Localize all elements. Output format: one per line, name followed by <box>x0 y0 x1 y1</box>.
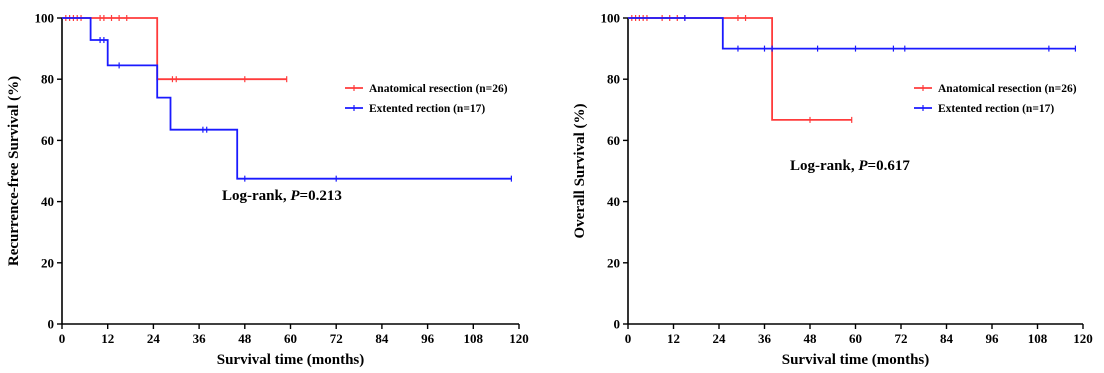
x-tick-label: 96 <box>986 331 1000 346</box>
x-tick-label: 48 <box>804 331 818 346</box>
log-rank-annotation: Log-rank, P=0.617 <box>790 158 910 174</box>
y-tick-label: 40 <box>41 194 54 209</box>
annotation-prefix: Log-rank, <box>790 158 858 174</box>
annotation-p-value: =0.617 <box>868 158 911 174</box>
annotation-p-symbol: P <box>290 188 300 204</box>
y-tick-label: 0 <box>614 317 621 332</box>
x-tick-label: 96 <box>421 331 435 346</box>
x-tick-label: 36 <box>758 331 772 346</box>
legend-label: Extented rection (n=17) <box>938 103 1054 115</box>
x-tick-label: 108 <box>464 331 484 346</box>
y-tick-label: 40 <box>607 194 620 209</box>
x-tick-label: 48 <box>238 331 252 346</box>
x-tick-label: 24 <box>713 331 727 346</box>
x-axis-title: Survival time (months) <box>217 352 365 368</box>
survival-curve-extended <box>62 17 512 180</box>
annotation-p-symbol: P <box>858 158 868 174</box>
survival-curve-anatomical <box>628 17 852 121</box>
x-tick-label: 24 <box>147 331 161 346</box>
x-axis-title: Survival time (months) <box>782 352 930 368</box>
y-tick-label: 20 <box>607 255 620 270</box>
y-axis-title: Recurrence-free Survival (%) <box>6 76 22 266</box>
y-tick-label: 80 <box>41 72 54 87</box>
y-axis-title: Overall Survival (%) <box>572 104 588 239</box>
x-tick-label: 84 <box>940 331 954 346</box>
y-tick-label: 60 <box>607 133 620 148</box>
x-tick-label: 60 <box>849 331 862 346</box>
survival-curve-extended <box>628 17 1076 50</box>
x-tick-label: 36 <box>193 331 207 346</box>
legend-label: Anatomical resection (n=26) <box>938 83 1077 95</box>
x-tick-label: 72 <box>895 331 908 346</box>
legend-label: Anatomical resection (n=26) <box>369 83 508 95</box>
recurrence-free-survival-chart: 0 20 40 60 80 100 0 12 24 36 48 60 72 84 96 108 120 Survi… <box>6 11 529 369</box>
log-rank-annotation: Log-rank, P=0.213 <box>222 188 342 204</box>
x-tick-label: 72 <box>330 331 343 346</box>
annotation-p-value: =0.213 <box>300 188 342 204</box>
y-tick-label: 100 <box>601 11 621 26</box>
legend-label: Extented rection (n=17) <box>369 103 485 115</box>
x-tick-label: 0 <box>625 331 632 346</box>
y-tick-label: 80 <box>607 72 620 87</box>
survival-curve-anatomical <box>62 17 287 81</box>
y-tick-label: 0 <box>48 317 55 332</box>
y-tick-label: 60 <box>41 133 54 148</box>
x-tick-label: 60 <box>284 331 297 346</box>
x-tick-label: 12 <box>101 331 114 346</box>
x-tick-label: 120 <box>509 331 529 346</box>
x-tick-label: 0 <box>59 331 66 346</box>
annotation-prefix: Log-rank, <box>222 188 290 204</box>
y-tick-label: 100 <box>35 11 55 26</box>
overall-survival-chart: 0 20 40 60 80 100 0 12 24 36 48 60 72 84 96 108 120 Survi… <box>572 11 1093 369</box>
x-tick-label: 108 <box>1028 331 1048 346</box>
x-tick-label: 120 <box>1073 331 1093 346</box>
y-tick-label: 20 <box>41 255 54 270</box>
x-tick-label: 12 <box>667 331 680 346</box>
x-tick-label: 84 <box>375 331 389 346</box>
